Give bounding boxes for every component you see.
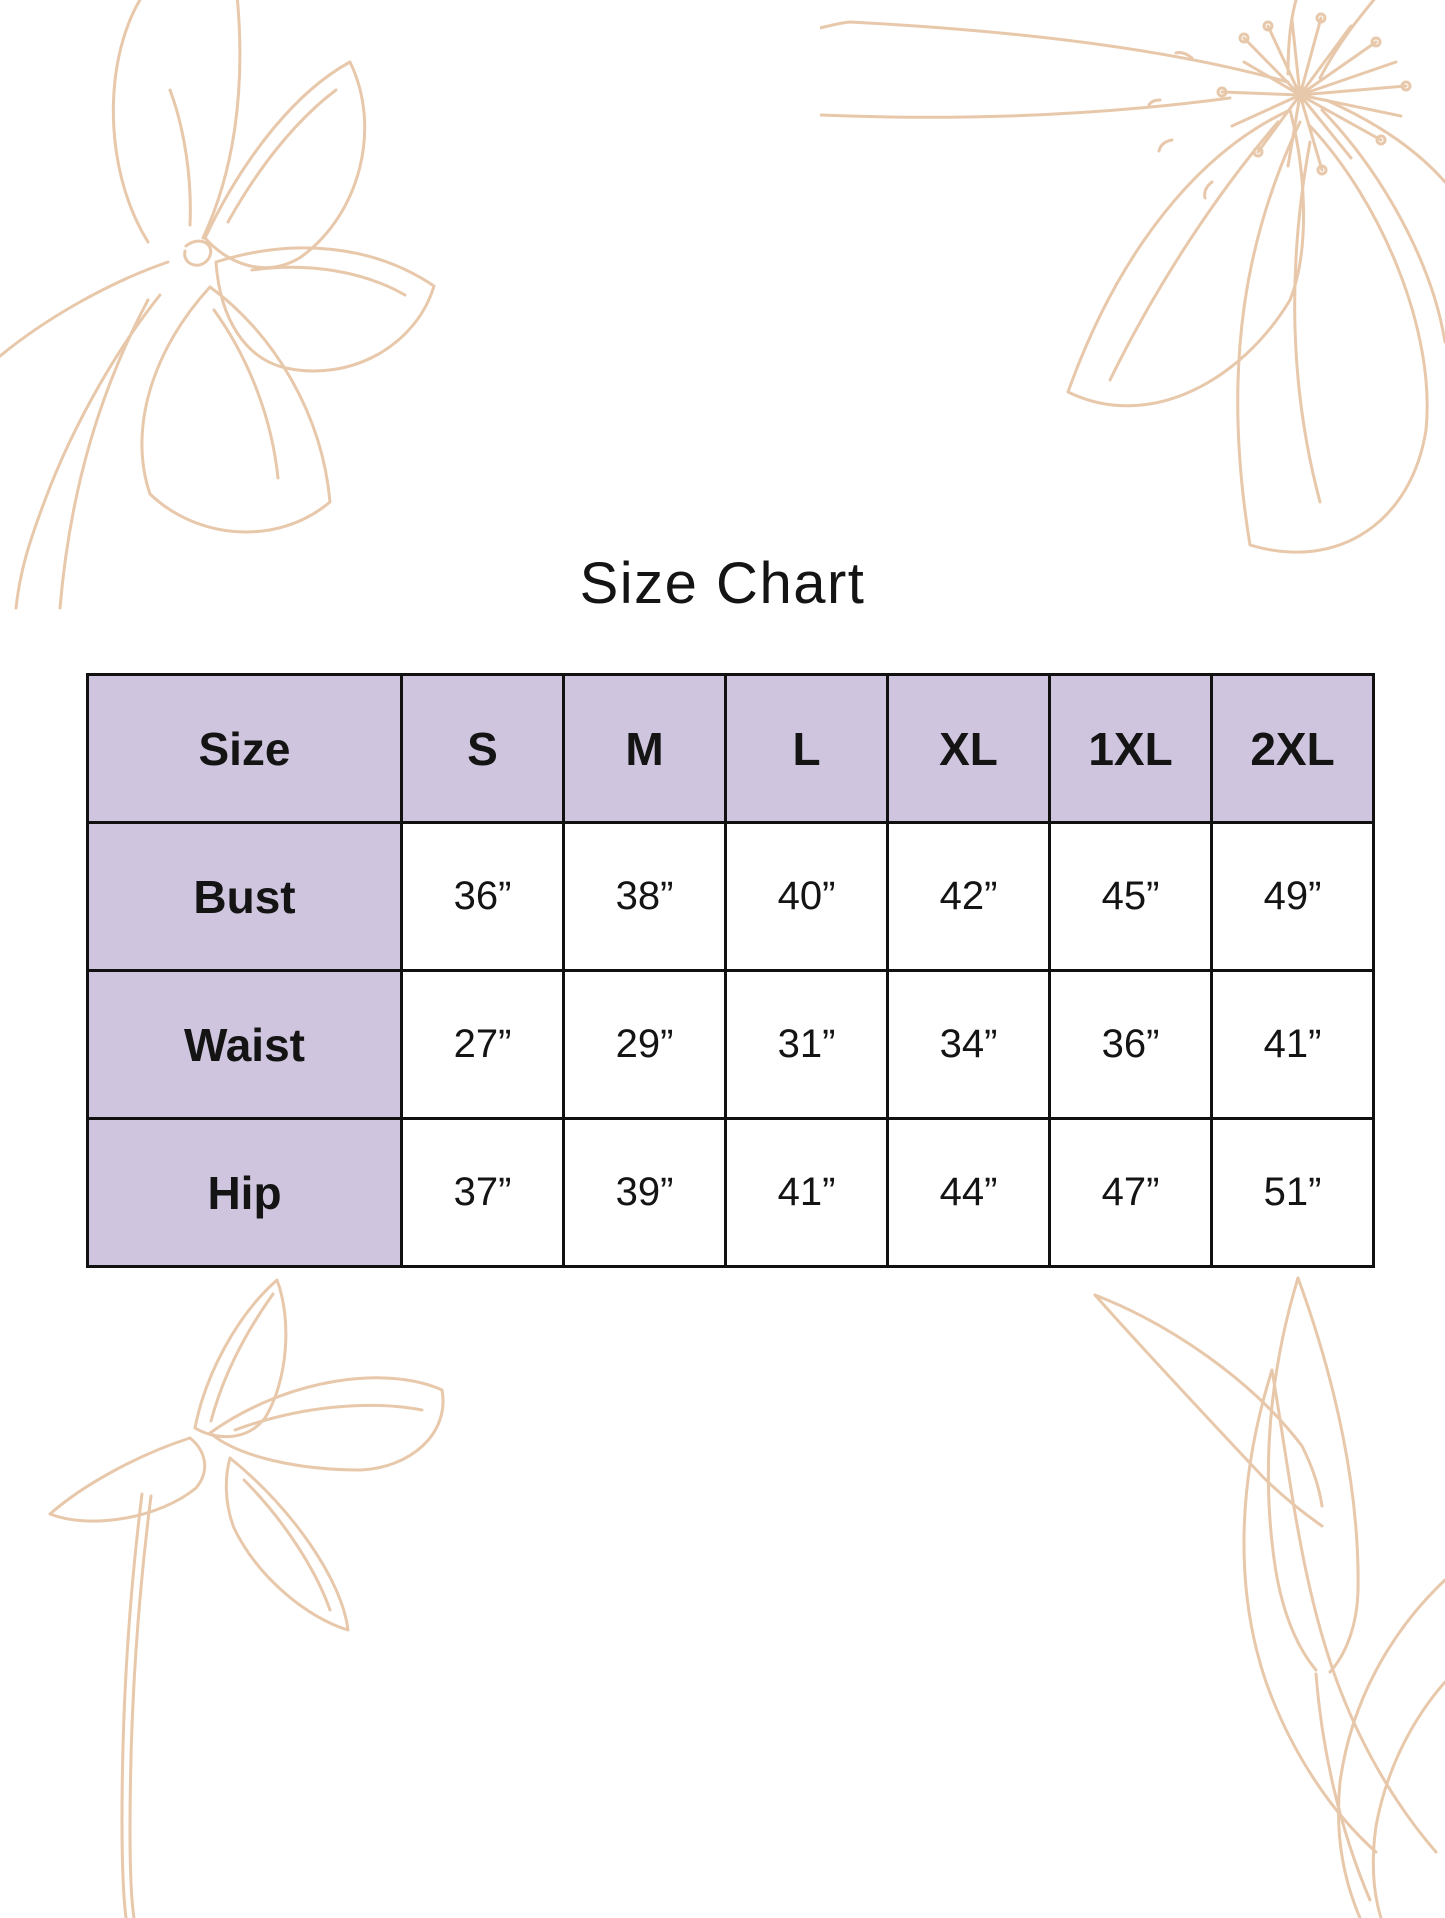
page-title: Size Chart bbox=[579, 551, 866, 616]
waist-1xl-value: 36” bbox=[1048, 969, 1213, 1120]
bust-1xl-value: 45” bbox=[1048, 821, 1213, 972]
bust-s-value: 36” bbox=[400, 821, 565, 972]
bust-m-value: 38” bbox=[562, 821, 727, 972]
row-label-waist: Waist bbox=[86, 969, 403, 1120]
waist-s-value: 27” bbox=[400, 969, 565, 1120]
waist-m-value: 29” bbox=[562, 969, 727, 1120]
hip-s-value: 37” bbox=[400, 1117, 565, 1268]
floral-bottom-right-leaves-icon bbox=[870, 1250, 1445, 1918]
header-cell-xl: XL bbox=[886, 673, 1051, 824]
waist-xl-value: 34” bbox=[886, 969, 1051, 1120]
floral-bottom-left-flower-icon bbox=[30, 1258, 510, 1918]
waist-2xl-value: 41” bbox=[1210, 969, 1375, 1120]
bust-2xl-value: 49” bbox=[1210, 821, 1375, 972]
header-cell-m: M bbox=[562, 673, 727, 824]
bust-l-value: 40” bbox=[724, 821, 889, 972]
floral-top-left-flower-icon bbox=[0, 0, 460, 610]
hip-xl-value: 44” bbox=[886, 1117, 1051, 1268]
waist-l-value: 31” bbox=[724, 969, 889, 1120]
table-row-hip: Hip 37” 39” 41” 44” 47” 51” bbox=[86, 1117, 1375, 1268]
hip-2xl-value: 51” bbox=[1210, 1117, 1375, 1268]
header-row: Size S M L XL 1XL 2XL bbox=[86, 673, 1375, 824]
header-cell-s: S bbox=[400, 673, 565, 824]
floral-top-right-flower-icon bbox=[818, 0, 1445, 590]
hip-l-value: 41” bbox=[724, 1117, 889, 1268]
hip-1xl-value: 47” bbox=[1048, 1117, 1213, 1268]
table-row-waist: Waist 27” 29” 31” 34” 36” 41” bbox=[86, 969, 1375, 1120]
header-cell-size: Size bbox=[86, 673, 403, 824]
header-cell-1xl: 1XL bbox=[1048, 673, 1213, 824]
bust-xl-value: 42” bbox=[886, 821, 1051, 972]
header-cell-l: L bbox=[724, 673, 889, 824]
size-chart-table: Size S M L XL 1XL 2XL Bust 36” 38” 40” 4… bbox=[86, 673, 1375, 1268]
hip-m-value: 39” bbox=[562, 1117, 727, 1268]
header-cell-2xl: 2XL bbox=[1210, 673, 1375, 824]
row-label-bust: Bust bbox=[86, 821, 403, 972]
row-label-hip: Hip bbox=[86, 1117, 403, 1268]
table-row-bust: Bust 36” 38” 40” 42” 45” 49” bbox=[86, 821, 1375, 972]
